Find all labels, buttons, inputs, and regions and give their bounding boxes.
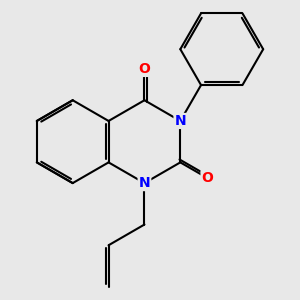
Text: O: O (202, 171, 213, 185)
Text: N: N (139, 176, 150, 190)
Text: O: O (139, 62, 150, 76)
Text: N: N (175, 114, 186, 128)
